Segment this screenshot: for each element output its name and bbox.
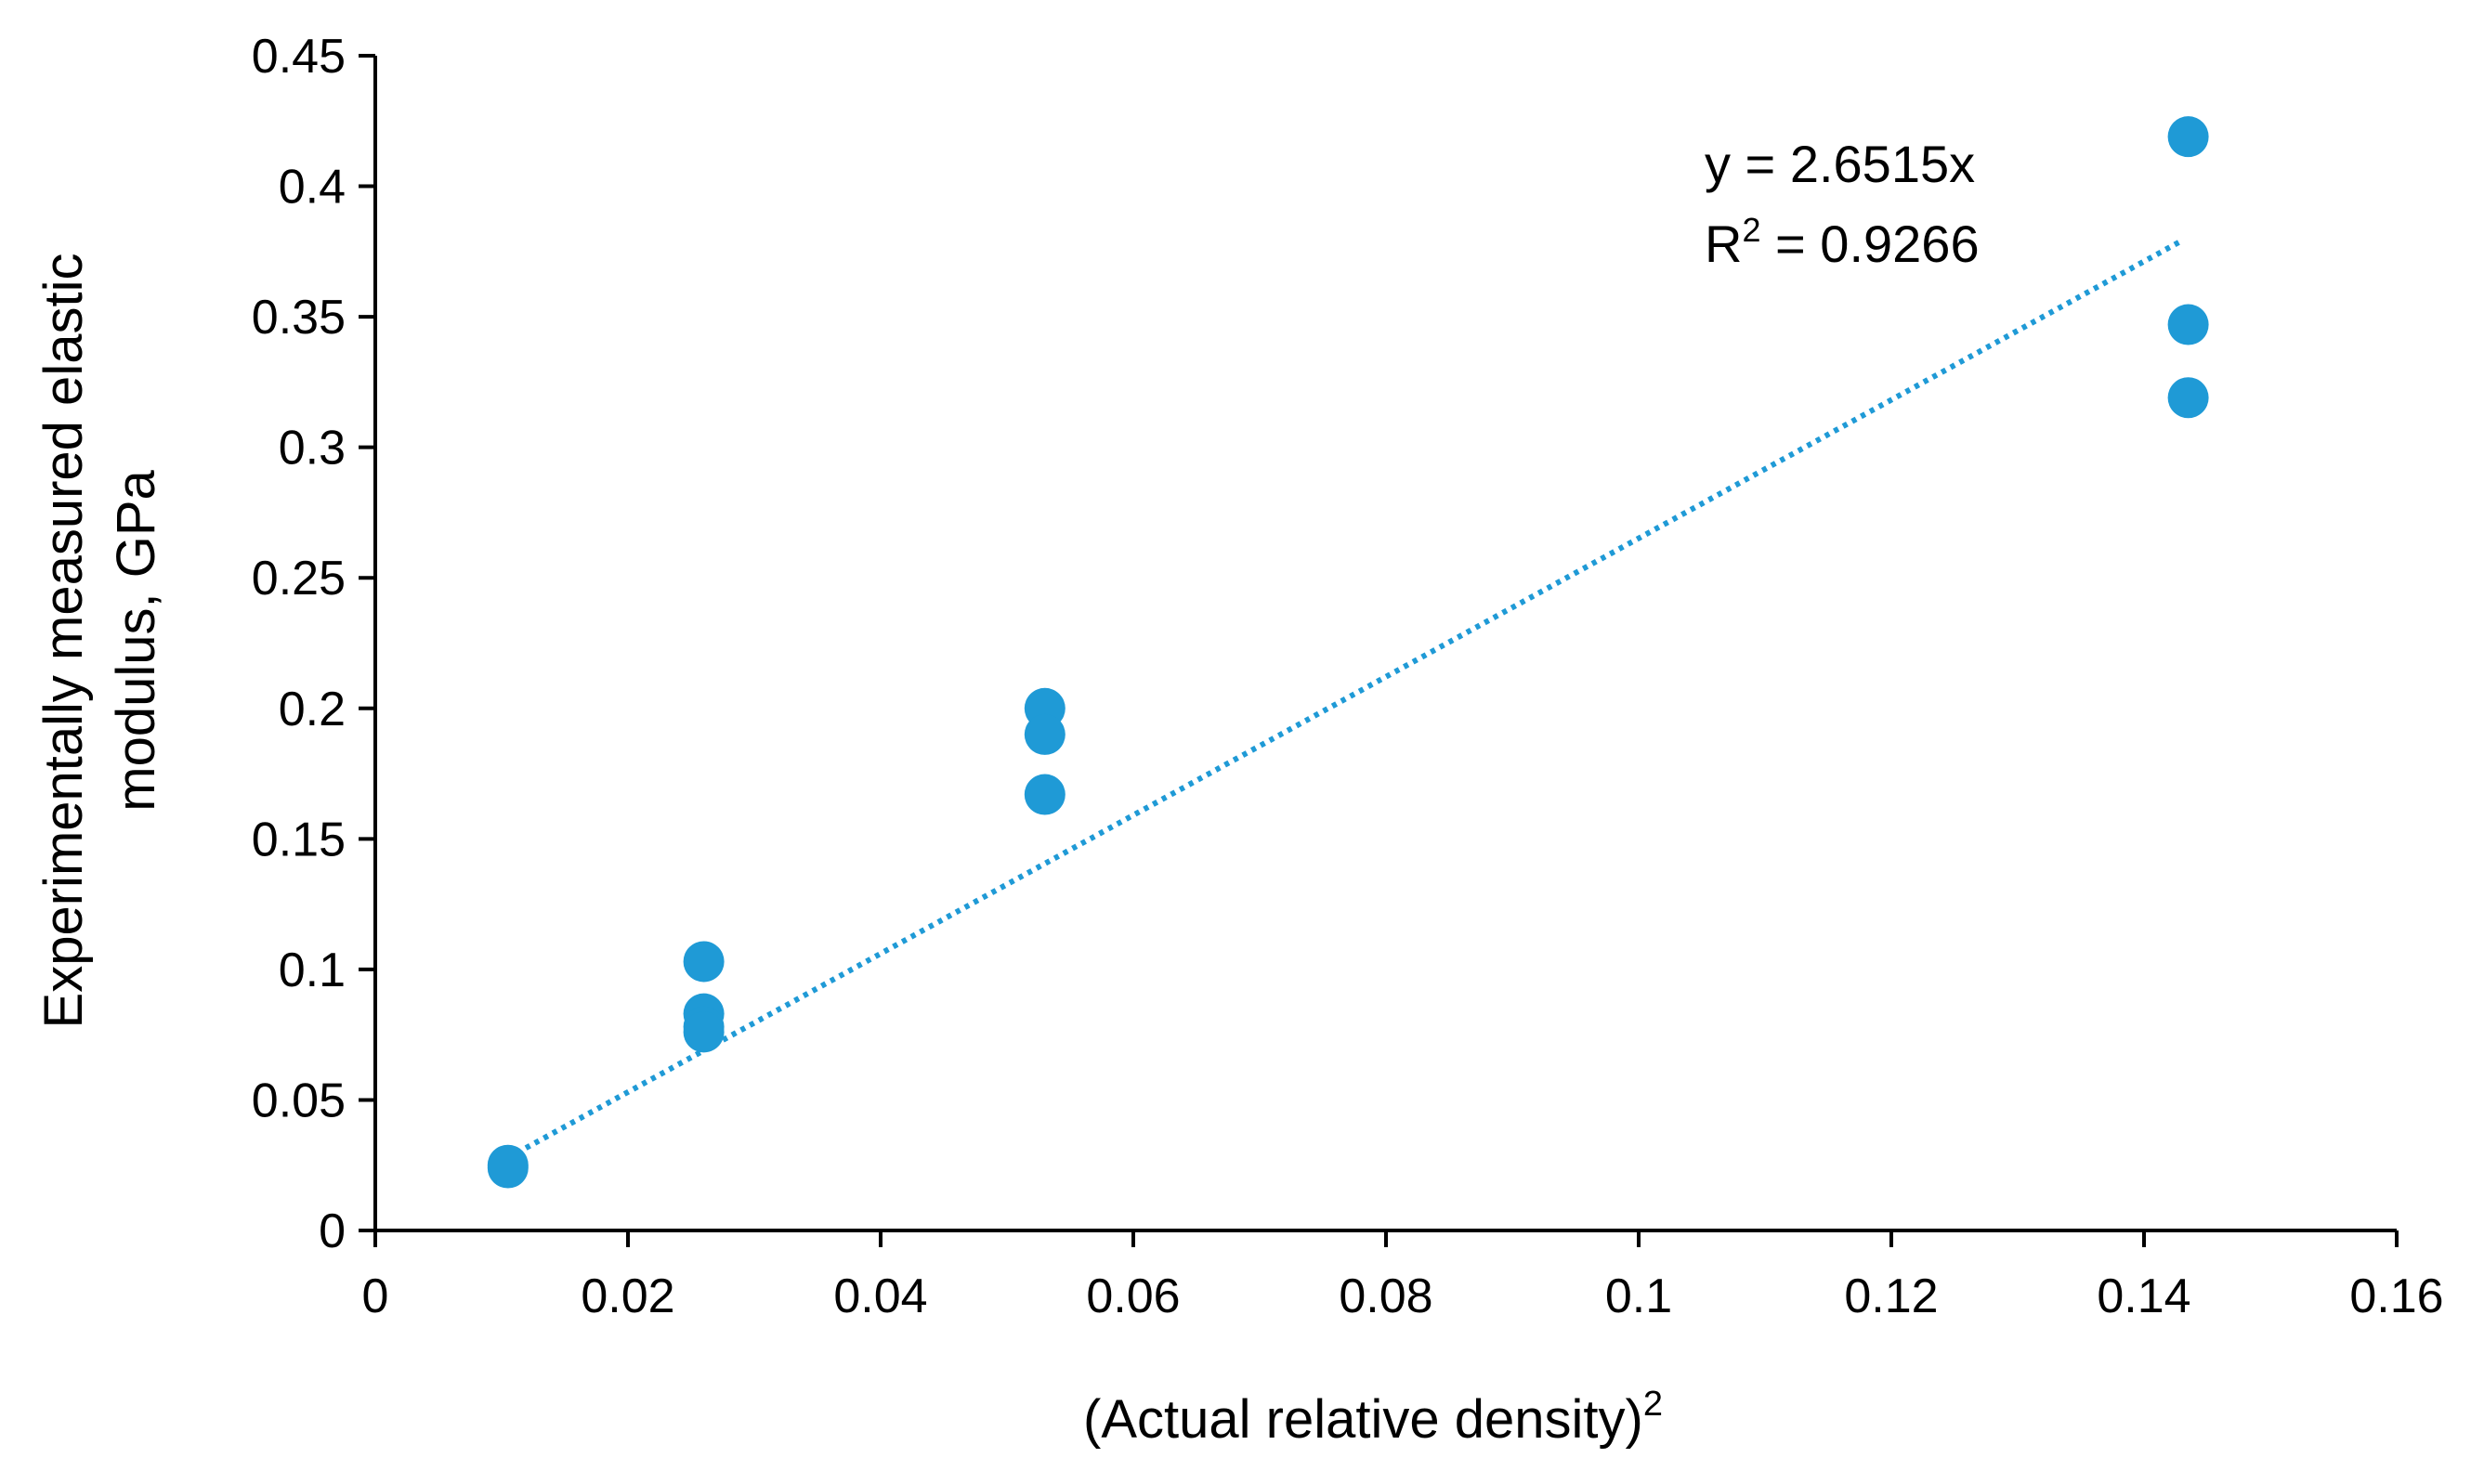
data-point (1024, 774, 1066, 815)
data-point (2167, 304, 2209, 345)
x-tick-label: 0.02 (581, 1269, 674, 1323)
x-tick-label: 0.04 (833, 1269, 927, 1323)
y-axis-title-line2: modulus, GPa (106, 470, 166, 812)
y-tick-label: 0.4 (279, 161, 346, 215)
y-tick-label: 0.3 (279, 422, 346, 475)
data-points (487, 116, 2209, 1189)
y-tick-label: 0.2 (279, 683, 346, 736)
x-tick-label: 0.14 (2097, 1269, 2190, 1323)
x-tick-label: 0.16 (2349, 1269, 2443, 1323)
y-tick-label: 0.05 (252, 1074, 346, 1127)
x-tick-label: 0.12 (1844, 1269, 1938, 1323)
y-tick-label: 0.15 (252, 813, 346, 866)
trendline (506, 238, 2184, 1161)
y-tick-label: 0 (319, 1204, 346, 1258)
x-axis-title: (Actual relative density)2 (1083, 1385, 1663, 1450)
r2-prefix: R (1705, 215, 1742, 273)
data-point (487, 1144, 529, 1186)
x-axis-title-superscript: 2 (1643, 1385, 1663, 1424)
y-tick-label: 0.45 (252, 30, 346, 84)
x-tick-label: 0.08 (1339, 1269, 1432, 1323)
data-point (1024, 713, 1066, 755)
x-tick-label: 0 (362, 1269, 389, 1323)
data-point (683, 1011, 725, 1053)
x-axis-title-main: (Actual relative density) (1083, 1389, 1643, 1450)
axes (373, 56, 2397, 1232)
x-tick-label: 0.1 (1605, 1269, 1672, 1323)
r2-superscript: 2 (1742, 211, 1760, 249)
y-tick-label: 0.35 (252, 291, 346, 345)
x-tick-label: 0.06 (1086, 1269, 1180, 1323)
y-tick-label: 0.1 (279, 944, 346, 997)
y-tick-label: 0.25 (252, 552, 346, 605)
y-axis-title-group: Experimentally measured elastic modulus,… (33, 254, 166, 1029)
trendline-group (506, 238, 2184, 1161)
ticks: 0 0.05 0.1 0.15 0.2 0.25 0.3 0.35 0.4 0.45 0 0.02 0.… (252, 30, 2444, 1323)
data-point (2167, 377, 2209, 419)
data-point (2167, 116, 2209, 158)
trendline-equation: y = 2.6515x (1705, 135, 1975, 193)
data-point (683, 941, 725, 983)
trendline-r-squared: R2 = 0.9266 (1705, 211, 1980, 273)
r2-value: = 0.9266 (1760, 215, 1979, 273)
y-axis-title-line1: Experimentally measured elastic (33, 254, 94, 1029)
